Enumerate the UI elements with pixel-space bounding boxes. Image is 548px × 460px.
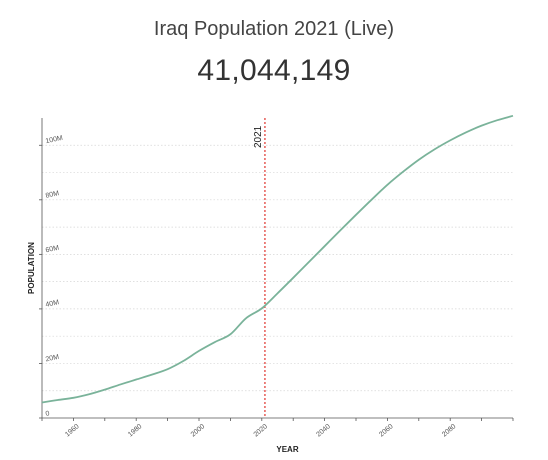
y-tick-label: 100M [45,135,64,146]
x-tick-label: 2040 [315,423,332,438]
y-tick-label: 60M [45,245,60,255]
population-line [41,114,514,404]
x-tick-label: 2080 [441,423,458,438]
x-tick-label: 2000 [190,423,207,438]
grid-lines [42,144,513,392]
x-tick-label: 1960 [64,423,81,438]
year-marker: 2021 [253,118,266,418]
y-axis-title: POPULATION [27,242,36,294]
y-tick-label: 0 [45,410,50,418]
x-axis-title: YEAR [276,445,298,454]
page-title: Iraq Population 2021 (Live) [153,18,395,40]
current-year-label: 2021 [253,125,264,148]
axis-labels: 0 20M 40M 60M 80M 100M 1960 1980 2000 2020 2040 206… [27,135,458,454]
axes [39,118,514,421]
y-tick-label: 40M [45,299,60,309]
x-tick-label: 2060 [378,423,395,438]
x-tick-label: 2020 [253,423,270,438]
y-tick-label: 80M [45,190,60,200]
y-tick-label: 20M [45,354,60,364]
live-population-count: 41,044,149 [197,54,351,87]
series-layer [41,114,514,404]
x-tick-label: 1980 [127,423,144,438]
